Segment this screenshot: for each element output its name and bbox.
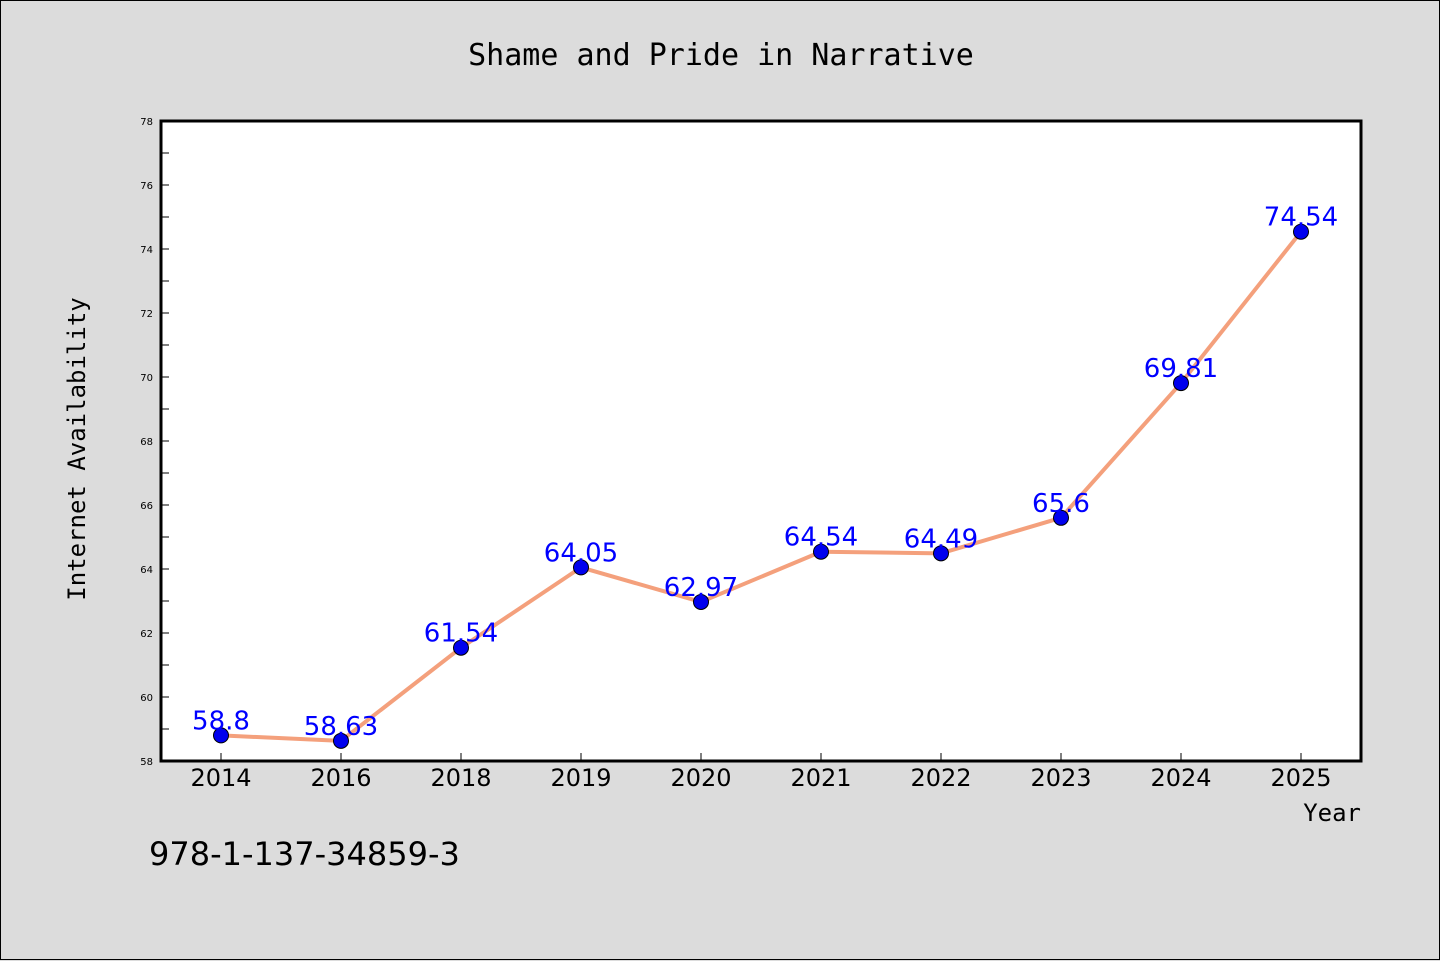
x-tick-label: 2014 <box>190 764 251 792</box>
data-point <box>213 727 229 744</box>
x-tick-label: 2016 <box>310 764 371 792</box>
x-axis: 2014 2016 2018 2019 2020 2021 2022 2023 2024 2025 <box>190 753 1332 792</box>
x-tick-label: 2025 <box>1270 764 1331 792</box>
y-axis-label: Internet Availability <box>63 297 91 600</box>
y-tick-label: 58 <box>140 757 153 768</box>
series-layer <box>213 223 1309 749</box>
y-axis: 58 60 62 64 66 68 70 72 74 76 78 <box>140 117 169 768</box>
x-tick-label: 2022 <box>910 764 971 792</box>
y-tick-label: 62 <box>140 629 153 640</box>
data-label: 61.54 <box>424 619 498 649</box>
data-label: 64.54 <box>784 523 858 553</box>
y-tick-label: 66 <box>140 501 153 512</box>
x-axis-label: Year <box>1303 799 1361 827</box>
x-tick-label: 2020 <box>670 764 731 792</box>
y-tick-label: 68 <box>140 437 153 448</box>
series-line <box>219 229 1303 743</box>
x-tick-label: 2021 <box>790 764 851 792</box>
data-point <box>1293 223 1309 240</box>
data-label-layer: 58.8 58.63 61.54 64.05 62.97 64.54 64.49 65.6 69… <box>192 203 1338 742</box>
data-point <box>813 543 829 560</box>
plot-area <box>159 119 1363 763</box>
data-point <box>1053 509 1069 526</box>
data-label: 62.97 <box>664 573 738 603</box>
y-tick-label: 78 <box>140 117 153 128</box>
data-point <box>573 559 589 576</box>
data-label: 69.81 <box>1144 354 1218 384</box>
x-tick-label: 2023 <box>1030 764 1091 792</box>
data-label: 58.63 <box>304 712 378 742</box>
data-label: 58.8 <box>192 706 250 736</box>
footer-isbn: 978-1-137-34859-3 <box>149 835 460 873</box>
data-label: 64.05 <box>544 538 618 568</box>
data-point <box>333 732 349 749</box>
y-tick-label: 74 <box>140 245 153 256</box>
data-label: 64.49 <box>904 524 978 554</box>
y-tick-label: 72 <box>140 309 153 320</box>
x-tick-label: 2024 <box>1150 764 1211 792</box>
y-tick-label: 76 <box>140 181 153 192</box>
y-tick-label: 64 <box>140 565 153 576</box>
data-point <box>693 593 709 610</box>
data-label: 74.54 <box>1264 203 1338 233</box>
chart-title: Shame and Pride in Narrative <box>468 38 974 73</box>
x-tick-label: 2019 <box>550 764 611 792</box>
y-tick-label: 60 <box>140 693 153 704</box>
data-point <box>453 639 469 656</box>
y-tick-label: 70 <box>140 373 153 384</box>
data-label: 65.6 <box>1032 489 1090 519</box>
x-tick-label: 2018 <box>430 764 491 792</box>
data-point <box>933 545 949 562</box>
data-point <box>1173 375 1189 392</box>
